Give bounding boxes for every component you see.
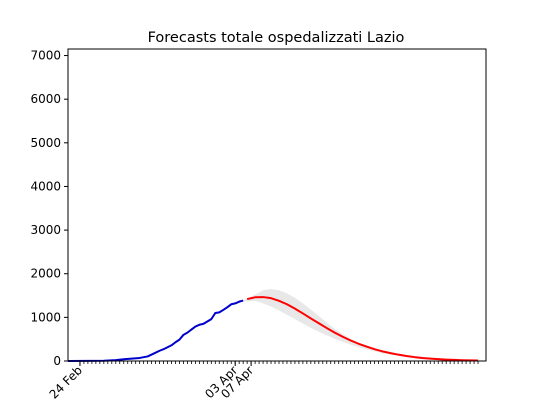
forecast-uncertainty-band: [243, 289, 479, 361]
y-tick-label: 2000: [30, 267, 61, 281]
chart-title: Forecasts totale ospedalizzati Lazio: [148, 30, 405, 46]
plot-area: [67, 289, 479, 362]
y-tick-label: 5000: [30, 136, 61, 150]
forecast-line: [246, 296, 479, 362]
plot-frame: [67, 48, 487, 362]
x-tick-label: 24 Feb: [47, 363, 85, 401]
y-tick-label: 3000: [30, 223, 61, 237]
y-tick-label: 6000: [30, 92, 61, 106]
y-tick-label: 7000: [30, 49, 61, 63]
y-tick-label: 0: [53, 354, 61, 368]
observed-line: [67, 299, 244, 362]
y-tick-label: 4000: [30, 179, 61, 193]
y-tick-label: 1000: [30, 310, 61, 324]
